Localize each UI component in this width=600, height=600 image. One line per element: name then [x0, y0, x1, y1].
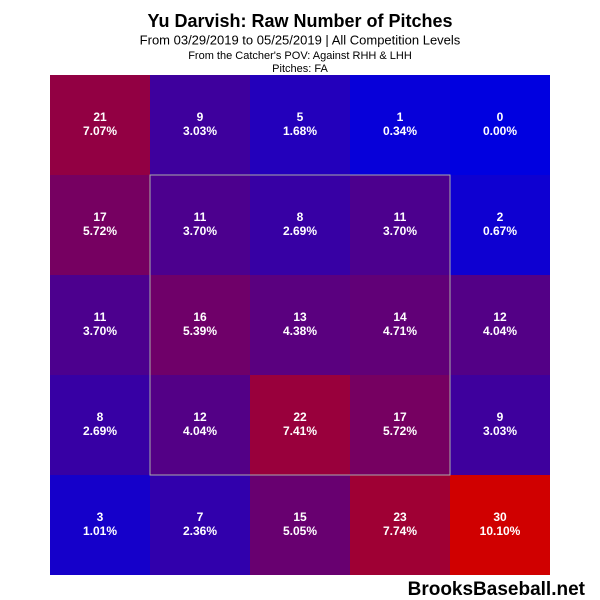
- cell-percent: 0.34%: [383, 124, 417, 138]
- cell: [50, 175, 150, 275]
- cell-percent: 4.04%: [483, 324, 517, 338]
- subtitle: From 03/29/2019 to 05/25/2019 | All Comp…: [140, 32, 461, 47]
- cell: [250, 475, 350, 575]
- cell-count: 13: [293, 310, 307, 324]
- cell-percent: 7.74%: [383, 524, 417, 538]
- cell-percent: 5.05%: [283, 524, 317, 538]
- chart-title: Yu Darvish: Raw Number of Pitches: [147, 11, 452, 31]
- cell: [250, 75, 350, 175]
- cell-count: 23: [393, 510, 407, 524]
- cell-percent: 3.70%: [83, 324, 117, 338]
- cell: [50, 375, 150, 475]
- cell-percent: 5.72%: [383, 424, 417, 438]
- cell: [50, 275, 150, 375]
- cell-percent: 4.04%: [183, 424, 217, 438]
- cell-percent: 4.71%: [383, 324, 417, 338]
- cell: [250, 175, 350, 275]
- cell-percent: 7.41%: [283, 424, 317, 438]
- cell: [150, 275, 250, 375]
- cell-percent: 3.03%: [483, 424, 517, 438]
- cell: [150, 475, 250, 575]
- cell: [250, 275, 350, 375]
- cell: [150, 375, 250, 475]
- cell: [350, 75, 450, 175]
- cell-count: 30: [493, 510, 507, 524]
- cell: [350, 175, 450, 275]
- cell-count: 17: [393, 410, 407, 424]
- cell-count: 15: [293, 510, 307, 524]
- cell-percent: 1.01%: [83, 524, 117, 538]
- cell-count: 8: [297, 210, 304, 224]
- cell: [150, 175, 250, 275]
- cell-count: 9: [497, 410, 504, 424]
- cell: [350, 475, 450, 575]
- cell: [50, 475, 150, 575]
- cell-count: 8: [97, 410, 104, 424]
- cell-count: 12: [493, 310, 507, 324]
- cell-count: 16: [193, 310, 207, 324]
- note: From the Catcher's POV: Against RHH & LH…: [188, 50, 412, 62]
- cell-percent: 0.00%: [483, 124, 517, 138]
- cell-count: 7: [197, 510, 204, 524]
- cell-percent: 2.36%: [183, 524, 217, 538]
- cell-percent: 2.69%: [283, 224, 317, 238]
- footer: BrooksBaseball.net: [408, 579, 586, 600]
- cell-percent: 3.70%: [183, 224, 217, 238]
- cell-count: 1: [397, 110, 404, 124]
- cell-count: 22: [293, 410, 307, 424]
- cell-percent: 0.67%: [483, 224, 517, 238]
- cell-count: 0: [497, 110, 504, 124]
- cell-percent: 3.70%: [383, 224, 417, 238]
- cell: [150, 75, 250, 175]
- grid: 217.07%93.03%51.68%10.34%00.00%175.72%11…: [50, 75, 550, 575]
- note: Pitches: FA: [272, 63, 328, 75]
- cell-count: 5: [297, 110, 304, 124]
- cell-percent: 7.07%: [83, 124, 117, 138]
- cell-count: 17: [93, 210, 107, 224]
- cell-count: 11: [194, 210, 207, 224]
- strike-zone: [149, 174, 451, 476]
- cell-percent: 1.68%: [283, 124, 317, 138]
- cell: [50, 75, 150, 175]
- cell: [450, 475, 550, 575]
- cell: [450, 275, 550, 375]
- cell-count: 14: [393, 310, 407, 324]
- cell: [450, 75, 550, 175]
- cell-count: 3: [97, 510, 104, 524]
- cell: [450, 175, 550, 275]
- cell-count: 9: [197, 110, 204, 124]
- cell-count: 11: [94, 310, 107, 324]
- cell-percent: 5.39%: [183, 324, 217, 338]
- cell: [450, 375, 550, 475]
- cell-percent: 5.72%: [83, 224, 117, 238]
- cell-count: 2: [497, 210, 504, 224]
- cell-percent: 4.38%: [283, 324, 317, 338]
- cell-percent: 2.69%: [83, 424, 117, 438]
- cell-count: 12: [193, 410, 207, 424]
- cell-count: 21: [93, 110, 107, 124]
- cell: [350, 275, 450, 375]
- cell-percent: 3.03%: [183, 124, 217, 138]
- cell: [250, 375, 350, 475]
- cell-percent: 10.10%: [480, 524, 521, 538]
- cell-count: 11: [394, 210, 407, 224]
- cell: [350, 375, 450, 475]
